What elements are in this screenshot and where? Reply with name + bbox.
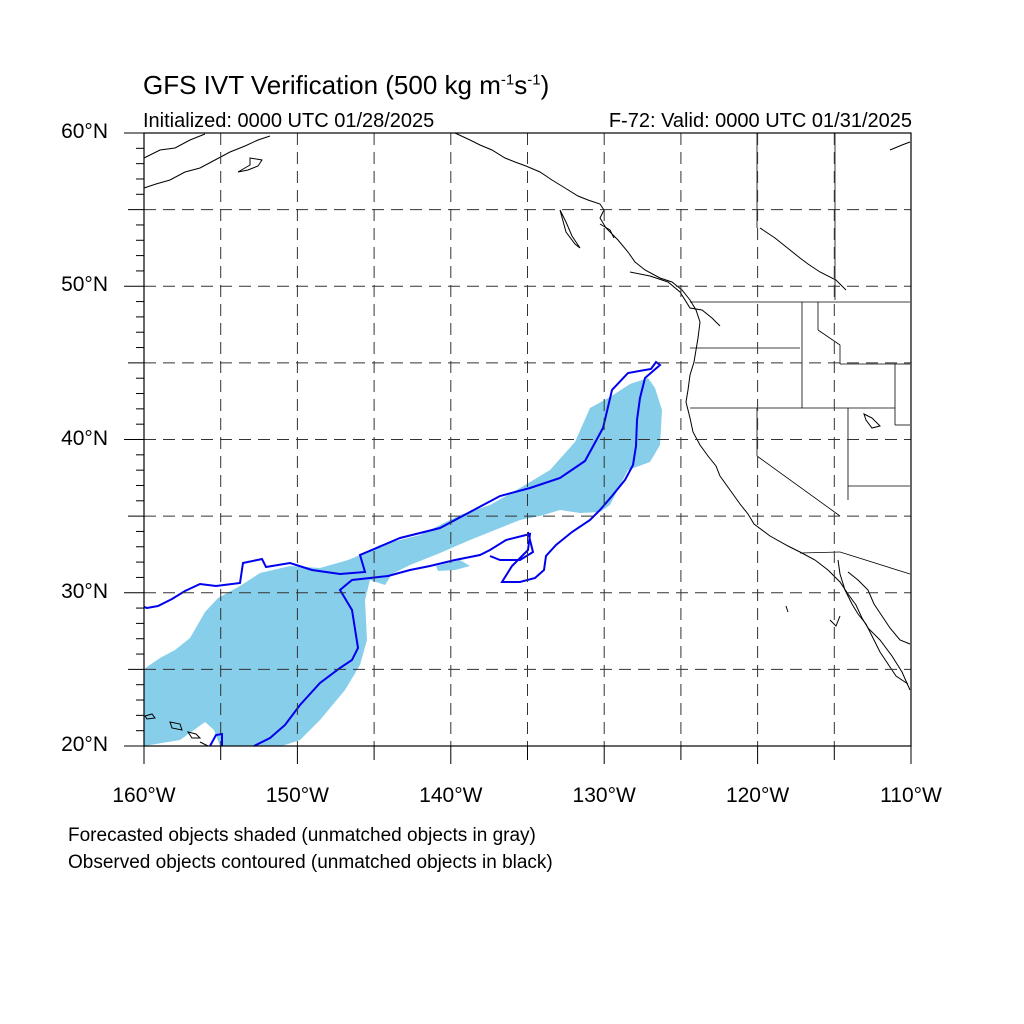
observed-ivt-contour [143,360,662,747]
lon-label: 140°W [419,784,483,807]
observed-ivt-inner-lobe [489,531,535,561]
graticule [144,133,911,746]
lon-label: 120°W [725,784,790,807]
caption-forecast: Forecasted objects shaded (unmatched obj… [68,825,536,846]
lon-label: 160°W [112,784,176,807]
initialized-time: Initialized: 0000 UTC 01/28/2025 [143,110,435,132]
axis-ticks [124,132,912,764]
map-title: GFS IVT Verification (500 kg m-1s-1) [143,70,550,100]
political-boundaries [690,133,911,575]
coastlines [143,132,911,747]
lat-label: 50°N [61,273,108,297]
lat-label: 40°N [61,426,108,450]
caption-observed: Observed objects contoured (unmatched ob… [68,852,553,873]
observed-ivt-west-fragment [209,732,223,747]
valid-time: F-72: Valid: 0000 UTC 01/31/2025 [608,110,912,132]
forecast-ivt-object [144,378,662,746]
lat-label: 20°N [61,733,108,756]
lat-label: 30°N [61,579,108,603]
lon-label: 130°W [572,784,636,807]
forecast-ivt-fragment [436,560,470,571]
lat-label: 60°N [61,120,108,143]
lon-label: 150°W [265,784,330,807]
lon-label: 110°W [880,784,942,807]
